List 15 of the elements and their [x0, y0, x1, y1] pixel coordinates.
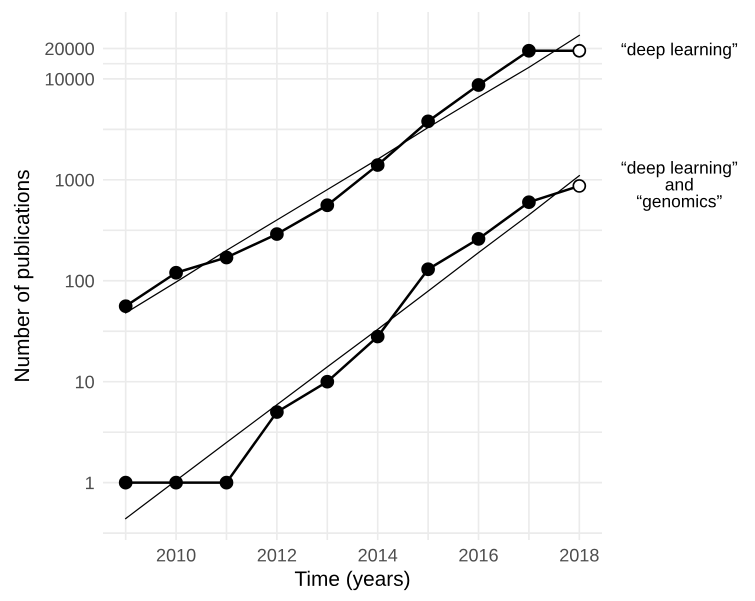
y-tick-label: 10 [76, 376, 94, 388]
x-tick-label: 2012 [258, 548, 296, 562]
y-axis-title: Number of publications [14, 170, 34, 381]
text: “deep learning” and “genomics” [622, 161, 738, 211]
y-tick-label: 100 [66, 274, 94, 288]
x-tick-label: 2014 [358, 548, 398, 562]
y-tick-label: 10000 [46, 72, 94, 86]
x-tick-label: 2010 [156, 548, 196, 562]
y-tick-label: 20000 [45, 42, 94, 56]
y-tick-label: 1000 [56, 174, 94, 187]
y-tick-label: 1 [86, 476, 94, 490]
x-tick-label: 2018 [560, 548, 599, 562]
x-tick-label: 2016 [459, 548, 498, 562]
x-axis-title: Time (years) [294, 570, 410, 590]
text: “deep learning” [622, 42, 738, 59]
